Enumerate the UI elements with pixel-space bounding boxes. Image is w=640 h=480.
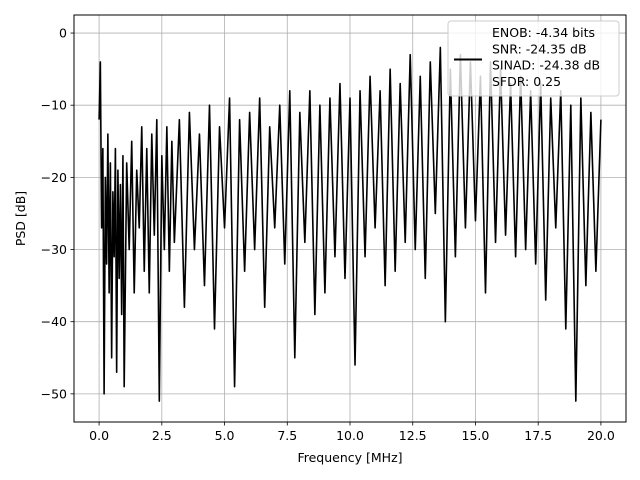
y-tick-label: −40 — [41, 314, 67, 329]
y-tick-label: 0 — [59, 26, 67, 41]
psd-series-line-0 — [98, 46, 602, 402]
x-tick-label: 17.5 — [524, 428, 552, 443]
x-tick-label: 15.0 — [462, 428, 490, 443]
x-tick-label: 5.0 — [215, 428, 235, 443]
x-tick-label: 7.5 — [277, 428, 297, 443]
y-tick-label: −20 — [41, 170, 67, 185]
legend-box — [447, 20, 620, 97]
legend-sfdr: SFDR: 0.25 — [492, 74, 561, 89]
x-tick-label: 10.0 — [336, 428, 364, 443]
y-tick-label: −50 — [41, 386, 67, 401]
x-tick-label: 12.5 — [399, 428, 427, 443]
legend-enob: ENOB: -4.34 bits — [492, 25, 595, 40]
y-tick-label: −30 — [41, 242, 67, 257]
legend: ENOB: -4.34 bits SNR: -24.35 dB SINAD: -… — [447, 20, 620, 97]
legend-snr: SNR: -24.35 dB — [492, 41, 587, 56]
legend-sinad: SINAD: -24.38 dB — [492, 58, 600, 73]
ticks: 0.0 2.5 5.0 7.5 10.0 12.5 15.0 17.5 20.0 0 −10 −20 −… — [41, 26, 615, 443]
x-tick-label: 20.0 — [587, 428, 615, 443]
x-axis-label: Frequency [MHz] — [297, 450, 402, 465]
x-tick-label: 2.5 — [152, 428, 172, 443]
x-tick-label: 0.0 — [89, 428, 109, 443]
plot-area — [98, 46, 602, 402]
y-tick-label: −10 — [41, 98, 67, 113]
y-axis-label: PSD [dB] — [13, 191, 28, 246]
